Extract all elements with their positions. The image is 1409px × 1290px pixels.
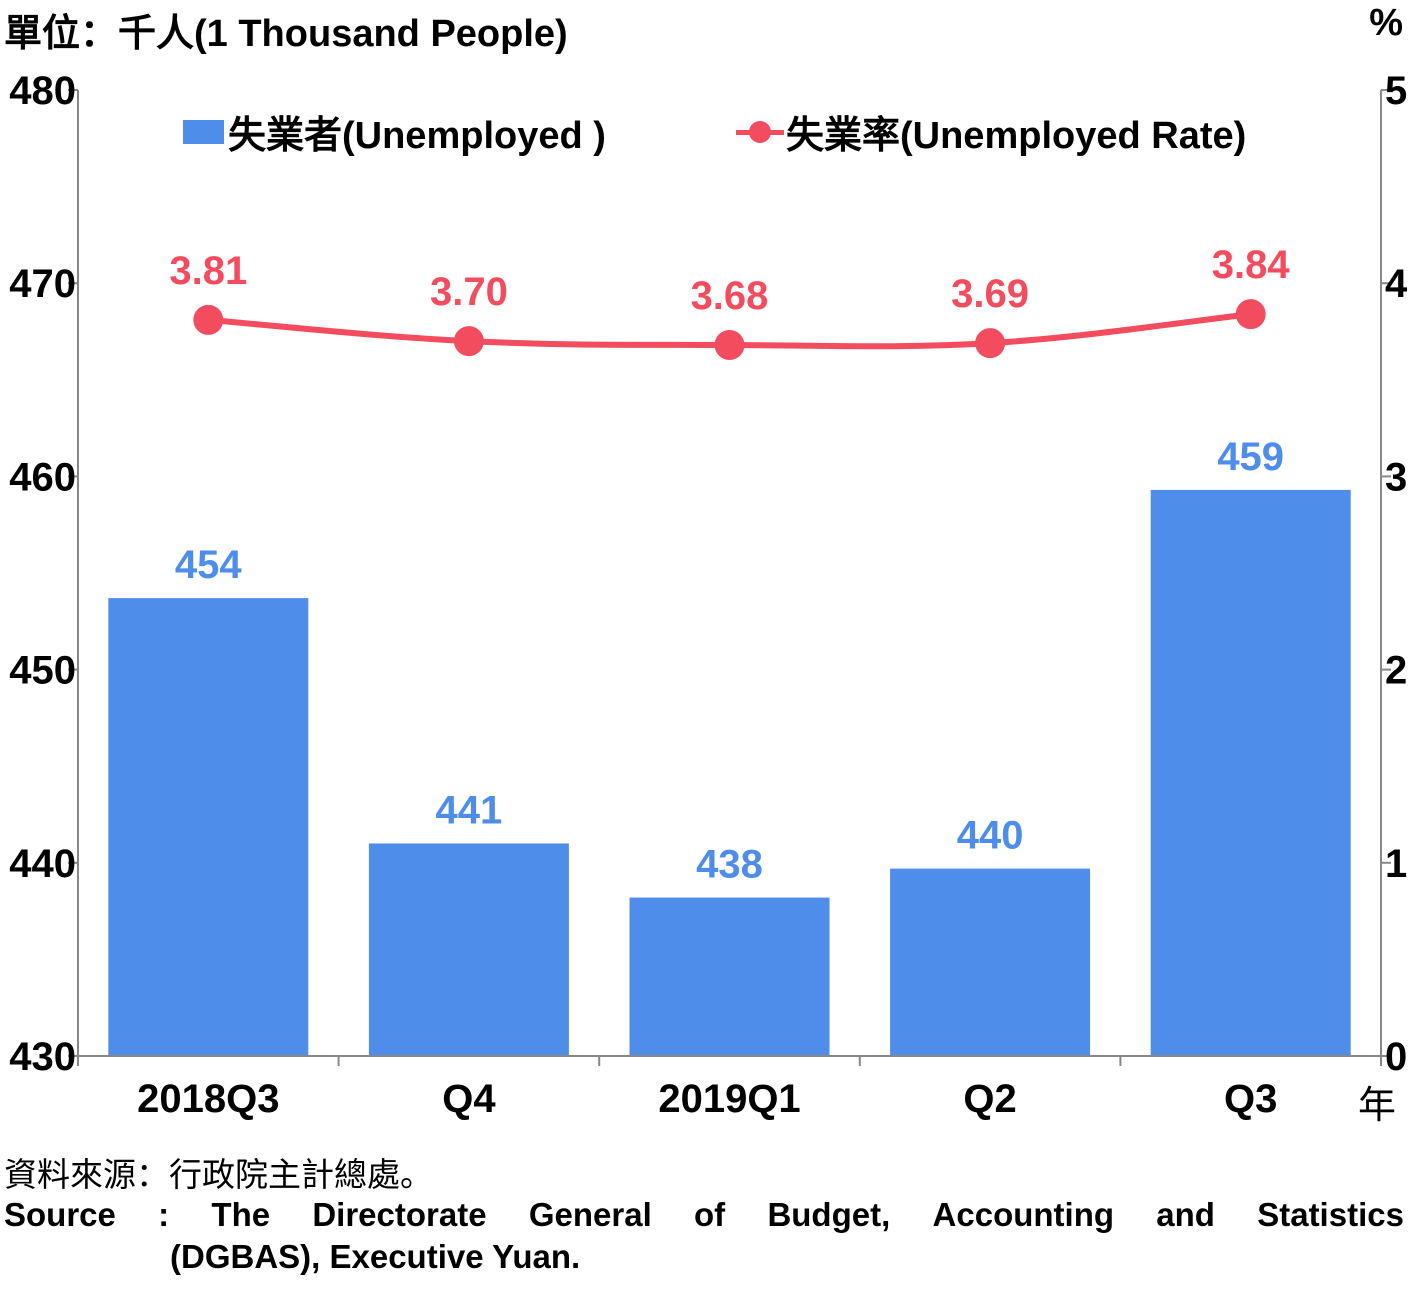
- legend-bar-swatch: [183, 119, 224, 144]
- rate-point: [193, 304, 224, 335]
- left-tick-label: 450: [9, 649, 76, 693]
- source-word: Statistics: [1257, 1196, 1404, 1233]
- legend-label-unemployed: 失業者(Unemployed ): [228, 115, 606, 157]
- rate-data-label: 3.68: [691, 274, 769, 318]
- rate-point: [714, 330, 745, 361]
- source-english: Source: The Directorate General of Budget, Acc…: [4, 1196, 1404, 1276]
- source-word: and: [1156, 1196, 1215, 1233]
- left-tick-label: 480: [9, 69, 76, 113]
- right-tick-label: 4: [1385, 262, 1408, 306]
- right-tick-label: 5: [1385, 69, 1407, 113]
- source-word: of: [694, 1196, 726, 1233]
- x-tick-label: Q2: [963, 1077, 1016, 1121]
- combo-chart: 454 441 438 440 459 430 440 450 460 470 480 0 1 2 3 4 5 2…: [9, 69, 1408, 1121]
- bar-data-label: 441: [436, 788, 503, 832]
- rate-data-label: 3.81: [169, 249, 247, 293]
- rate-data-label: 3.69: [951, 272, 1029, 316]
- legend-line-swatch: [736, 120, 784, 144]
- bar: [629, 897, 830, 1056]
- right-tick-label: 1: [1385, 842, 1407, 886]
- legend-item-unemployed: 失業者(Unemployed ): [183, 104, 606, 159]
- right-tick-label: 2: [1385, 649, 1407, 693]
- source-word: General: [528, 1196, 652, 1233]
- source-word: Accounting: [932, 1196, 1115, 1233]
- bar: [1150, 489, 1351, 1056]
- left-tick-label: 430: [9, 1035, 76, 1079]
- source-word: Directorate: [312, 1196, 487, 1233]
- x-tick-label: 2018Q3: [137, 1077, 279, 1121]
- year-suffix-label: 年: [1358, 1085, 1397, 1127]
- left-tick-label: 440: [9, 842, 76, 886]
- rate-point: [453, 326, 484, 357]
- source-english-line-2: (DGBAS), Executive Yuan.: [170, 1238, 581, 1275]
- x-tick-label: Q3: [1224, 1077, 1277, 1121]
- left-tick-label: 460: [9, 455, 76, 499]
- rate-point: [975, 328, 1006, 359]
- source-chinese: 資料來源：行政院主計總處。: [4, 1156, 433, 1193]
- right-tick-label: 0: [1385, 1035, 1407, 1079]
- legend-label-unemployed-rate: 失業率(Unemployed Rate): [786, 115, 1247, 157]
- x-tick-label: Q4: [442, 1077, 496, 1121]
- left-tick-label: 470: [9, 262, 76, 306]
- source-english-line-1: Source: The Directorate General of Budget, Acc…: [4, 1196, 1404, 1234]
- bar: [368, 843, 569, 1056]
- x-tick-label: 2019Q1: [658, 1077, 800, 1121]
- right-axis-unit-label: %: [1369, 2, 1403, 44]
- source-word: The: [211, 1196, 271, 1233]
- bar-data-label: 459: [1217, 435, 1284, 479]
- bar: [108, 598, 309, 1056]
- bar-data-label: 438: [696, 843, 763, 887]
- source-word: :: [158, 1196, 170, 1233]
- bar-data-label: 454: [175, 543, 242, 587]
- bar-data-label: 440: [957, 814, 1024, 858]
- left-axis-unit-label: 單位：千人(1 Thousand People): [4, 13, 568, 55]
- bar: [890, 868, 1091, 1056]
- legend-item-unemployed-rate: 失業率(Unemployed Rate): [736, 104, 1246, 159]
- rate-data-label: 3.84: [1212, 243, 1291, 287]
- source-word: Budget,: [767, 1196, 891, 1233]
- rate-data-label: 3.70: [430, 270, 508, 314]
- right-tick-label: 3: [1385, 455, 1407, 499]
- source-word: Source: [4, 1196, 116, 1233]
- rate-point: [1235, 299, 1266, 330]
